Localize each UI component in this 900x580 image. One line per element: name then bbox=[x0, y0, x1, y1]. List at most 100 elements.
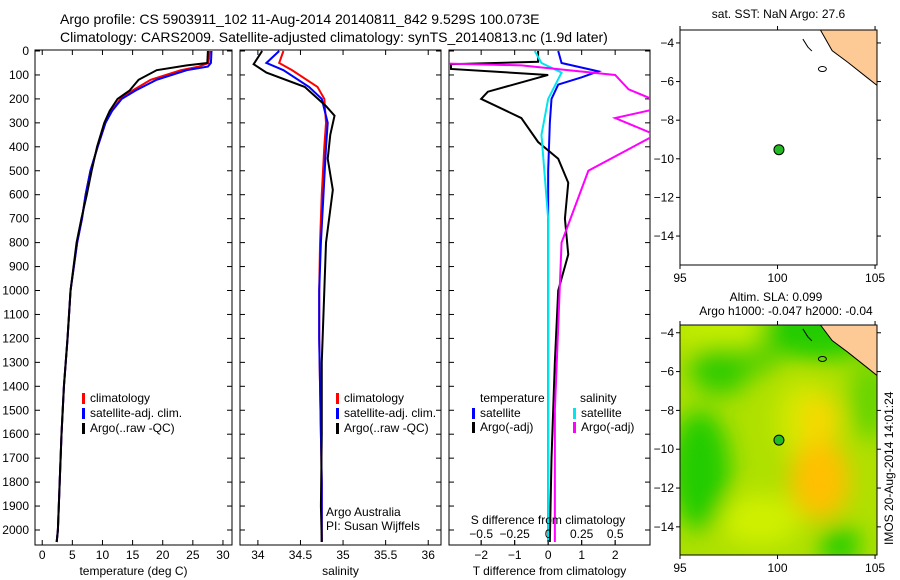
lon-tick-label: 105 bbox=[865, 561, 885, 575]
x-tick-label: 34.5 bbox=[289, 548, 313, 562]
lon-tick-label: 95 bbox=[673, 271, 687, 285]
depth-tick-label: 1800 bbox=[2, 475, 29, 489]
salinity-xlabel: salinity bbox=[322, 564, 359, 578]
x-tick-label: 35.5 bbox=[374, 548, 398, 562]
depth-tick-label: 600 bbox=[9, 188, 29, 202]
depth-tick-label: 1700 bbox=[2, 451, 29, 465]
sla_map-frame bbox=[679, 324, 878, 556]
legend-swatch bbox=[573, 408, 576, 419]
x-tick-label: 1 bbox=[578, 548, 585, 562]
sla-map-title-1: Altim. SLA: 0.099 bbox=[730, 290, 823, 304]
lat-tick-label: −10 bbox=[654, 152, 675, 166]
sst-map-title: sat. SST: NaN Argo: 27.6 bbox=[712, 7, 846, 21]
depth-tick-label: 100 bbox=[9, 68, 29, 82]
legend-label: Argo(..raw -QC) bbox=[90, 421, 175, 435]
title-line-1: Argo profile: CS 5903911_102 11-Aug-2014… bbox=[60, 11, 540, 27]
differences-xlabel: T difference from climatology bbox=[473, 564, 627, 578]
legend-swatch bbox=[336, 408, 339, 419]
legend-swatch bbox=[82, 408, 85, 419]
sla-map-title-2: Argo h1000: -0.047 h2000: -0.04 bbox=[699, 304, 873, 318]
bathymetry-contour bbox=[802, 38, 813, 52]
series-line-s-satellite bbox=[533, 50, 563, 542]
series-line-satellite-adj-clim- bbox=[55, 50, 213, 543]
series-line-satellite-adj-clim- bbox=[264, 50, 329, 542]
depth-tick-label: 1400 bbox=[2, 379, 29, 393]
lon-tick-label: 100 bbox=[768, 271, 788, 285]
sumatra-coastline bbox=[819, 30, 877, 87]
legend-swatch bbox=[472, 408, 475, 419]
x-tick-label: 30 bbox=[216, 548, 230, 562]
argo-float-marker bbox=[773, 144, 785, 156]
legend-label: climatology bbox=[90, 391, 150, 405]
x-tick-label: 35 bbox=[336, 548, 350, 562]
legend-label: climatology bbox=[344, 391, 404, 405]
x-tick-label: 20 bbox=[156, 548, 170, 562]
title-line-2: Climatology: CARS2009. Satellite-adjuste… bbox=[60, 29, 608, 45]
salinity-lines bbox=[252, 50, 336, 542]
sst_map-panel: 95 100 105 −4 −6 −8 −10 −12 −14 sat. SST: NaN Arg… bbox=[654, 7, 886, 285]
s-difference-label: S difference from climatology bbox=[471, 513, 626, 527]
annotation-text: PI: Susan Wijffels bbox=[326, 519, 420, 533]
lat-tick-label: −12 bbox=[654, 481, 675, 495]
depth-tick-label: 1600 bbox=[2, 427, 29, 441]
depth-tick-label: 900 bbox=[9, 260, 29, 274]
depth-tick-label: 2000 bbox=[2, 523, 29, 537]
legend-label: Argo(-adj) bbox=[480, 420, 533, 434]
differences-panel: −2 −1 0 1 2 T difference from climatology −0.5… bbox=[448, 49, 651, 578]
lat-tick-label: −6 bbox=[660, 365, 674, 379]
lat-tick-label: −8 bbox=[660, 403, 674, 417]
lat-tick-label: −4 bbox=[660, 326, 674, 340]
sumatra-coastline bbox=[819, 325, 877, 377]
legend-title-temperature: temperature bbox=[480, 391, 545, 405]
depth-tick-label: 1200 bbox=[2, 331, 29, 345]
lon-tick-label: 100 bbox=[768, 561, 788, 575]
depth-tick-label: 700 bbox=[9, 212, 29, 226]
depth-tick-label: 1900 bbox=[2, 499, 29, 513]
lat-tick-label: −10 bbox=[654, 442, 675, 456]
depth-tick-label: 200 bbox=[9, 92, 29, 106]
lon-tick-label: 105 bbox=[865, 271, 885, 285]
temperature-lines bbox=[55, 50, 213, 543]
series-line-argo bbox=[252, 50, 336, 542]
temperature-panel: 0100200300400500600700800900100011001200… bbox=[2, 44, 233, 578]
x2-tick-label: −0.5 bbox=[469, 527, 493, 541]
depth-tick-label: 1100 bbox=[3, 307, 29, 321]
sst_map-frame bbox=[679, 29, 878, 266]
legend-swatch bbox=[472, 422, 475, 433]
enggano-island bbox=[817, 66, 827, 73]
salinity-axes-frame bbox=[239, 49, 442, 546]
legend-swatch bbox=[82, 393, 85, 404]
depth-tick-label: 1000 bbox=[2, 284, 29, 298]
lat-tick-label: −4 bbox=[660, 36, 674, 50]
temperature-xlabel: temperature (deg C) bbox=[79, 564, 187, 578]
legend-swatch bbox=[82, 423, 85, 434]
x2-tick-label: −0.25 bbox=[499, 527, 530, 541]
series-line-climatology bbox=[55, 50, 211, 543]
differences-axes-frame bbox=[448, 49, 651, 546]
x2-tick-label: 0.25 bbox=[570, 527, 594, 541]
x-tick-label: 5 bbox=[69, 548, 76, 562]
depth-tick-label: 800 bbox=[9, 236, 29, 250]
legend-label: satellite bbox=[581, 406, 622, 420]
x2-tick-label: 0 bbox=[545, 527, 552, 541]
temperature-axes-frame bbox=[34, 49, 233, 546]
x-tick-label: −1 bbox=[508, 548, 522, 562]
depth-tick-label: 0 bbox=[22, 44, 29, 58]
lat-tick-label: −6 bbox=[660, 75, 674, 89]
legend-swatch bbox=[336, 393, 339, 404]
x-tick-label: 10 bbox=[96, 548, 110, 562]
x-tick-label: −2 bbox=[474, 548, 488, 562]
x-tick-label: 34 bbox=[251, 548, 265, 562]
x-tick-label: 15 bbox=[126, 548, 140, 562]
lat-tick-label: −14 bbox=[654, 520, 675, 534]
annotation-text: Argo Australia bbox=[326, 505, 401, 519]
sla-heatmap bbox=[680, 325, 877, 555]
x-tick-label: 2 bbox=[612, 548, 619, 562]
series-line-argo bbox=[55, 50, 209, 543]
imos-timestamp: IMOS 20-Aug-2014 14:01:24 bbox=[882, 391, 896, 545]
depth-tick-label: 500 bbox=[9, 164, 29, 178]
depth-tick-label: 1500 bbox=[2, 403, 29, 417]
depth-tick-label: 400 bbox=[9, 140, 29, 154]
legend-label: Argo(..raw -QC) bbox=[344, 421, 429, 435]
